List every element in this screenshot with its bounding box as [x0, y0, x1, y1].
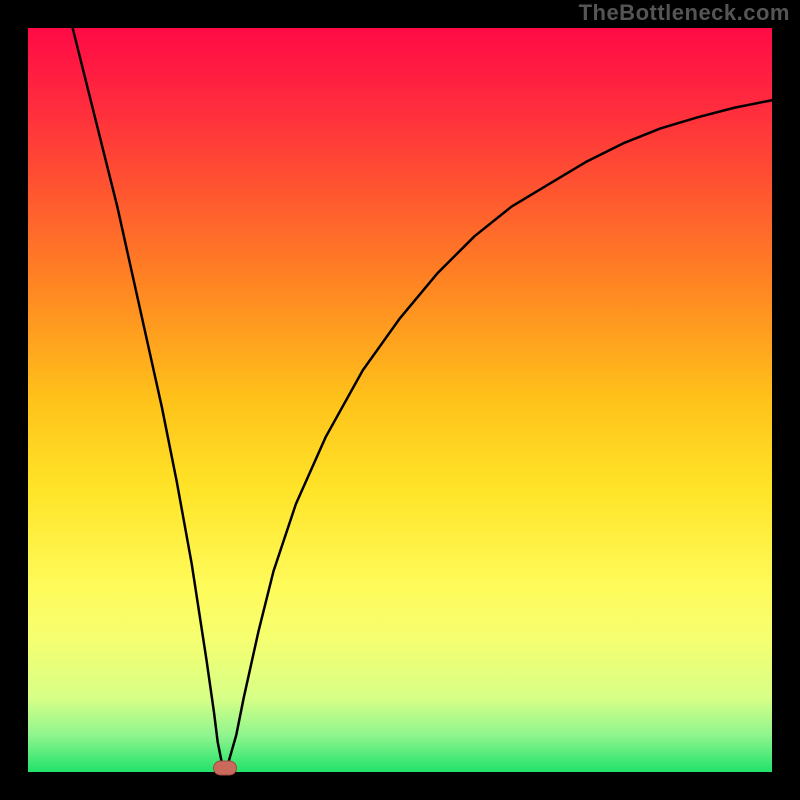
- plot-area: [28, 28, 772, 772]
- minimum-marker: [213, 761, 237, 776]
- chart-frame: TheBottleneck.com: [0, 0, 800, 800]
- watermark-text: TheBottleneck.com: [579, 0, 790, 26]
- bottleneck-curve: [28, 28, 772, 772]
